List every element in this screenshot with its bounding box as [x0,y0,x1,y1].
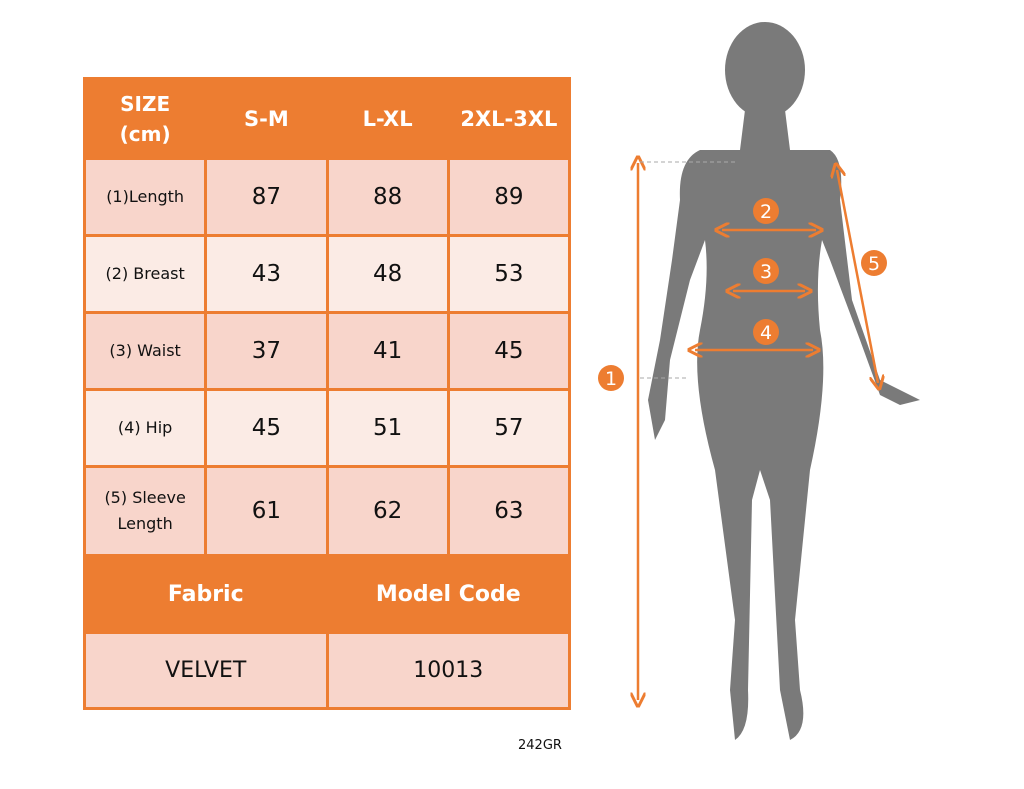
table-row: (5) Sleeve Length 61 62 63 [82,465,572,557]
cell: 61 [204,465,329,557]
size-header: SIZE (cm) [82,77,208,160]
cell: 48 [325,234,450,314]
size-chart-table: SIZE (cm) S-M L-XL 2XL-3XL (1)Length 87 8… [82,77,572,710]
cell: 87 [204,157,329,237]
fabric-value: VELVET [83,631,329,710]
table-row: (4) Hip 45 51 57 [82,388,572,468]
row-label: (5) Sleeve Length [82,465,208,557]
fabric-value-row: VELVET 10013 [83,631,571,710]
marker-3: 3 [760,261,772,283]
model-code-label: Model Code [325,554,571,634]
unit-label: (cm) [119,121,171,146]
cell: 43 [204,234,329,314]
cell: 45 [446,311,572,391]
row-label: (3) Waist [82,311,208,391]
cell: 63 [446,465,572,557]
sleeve-arrow [837,170,878,383]
col-l-xl: L-XL [325,77,450,160]
fabric-label: Fabric [83,554,329,634]
product-code: 242GR [518,738,562,753]
fabric-header-row: Fabric Model Code [83,554,571,634]
row-label: (2) Breast [82,234,208,314]
header-row: SIZE (cm) S-M L-XL 2XL-3XL [82,77,572,160]
size-label: SIZE [120,91,171,116]
marker-4: 4 [760,322,772,344]
marker-5: 5 [868,253,880,275]
row-label-line: Length [117,514,173,533]
cell: 37 [204,311,329,391]
cell: 57 [446,388,572,468]
row-label: (1)Length [82,157,208,237]
cell: 41 [325,311,450,391]
cell: 62 [325,465,450,557]
row-label-line: (5) Sleeve [104,488,186,507]
cell: 45 [204,388,329,468]
table-row: (2) Breast 43 48 53 [82,234,572,314]
table-row: (1)Length 87 88 89 [82,157,572,237]
marker-1: 1 [605,368,617,390]
col-2xl-3xl: 2XL-3XL [446,77,572,160]
table-row: (3) Waist 37 41 45 [82,311,572,391]
silhouette [648,22,920,740]
row-label: (4) Hip [82,388,208,468]
body-silhouette-figure: 1 2 3 4 5 [598,22,920,740]
cell: 51 [325,388,450,468]
model-code-value: 10013 [325,631,571,710]
col-s-m: S-M [204,77,329,160]
cell: 88 [325,157,450,237]
cell: 89 [446,157,572,237]
cell: 53 [446,234,572,314]
measurement-markers: 1 2 3 4 5 [598,198,887,391]
marker-2: 2 [760,201,772,223]
